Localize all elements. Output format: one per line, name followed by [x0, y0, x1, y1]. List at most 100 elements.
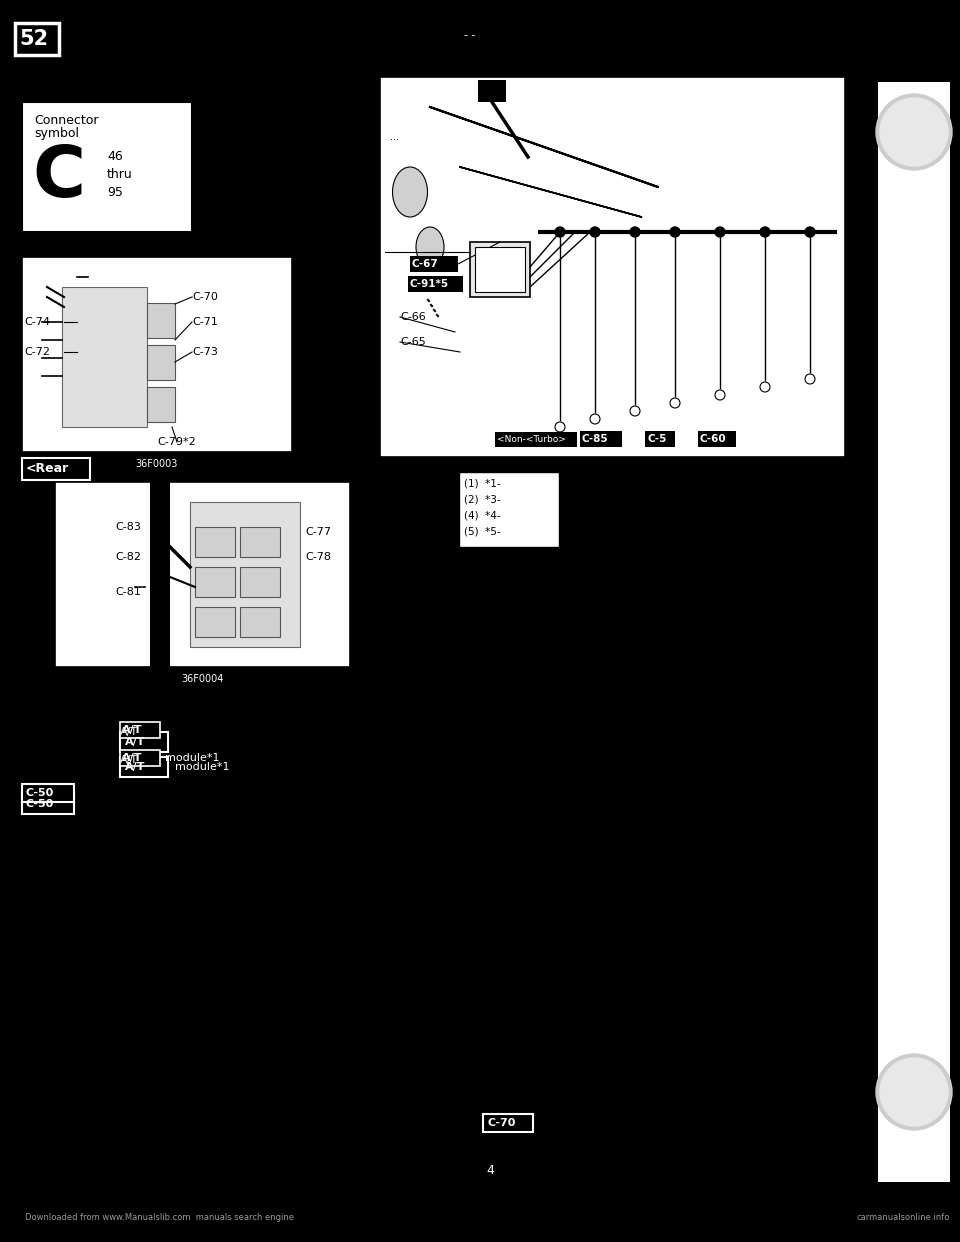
Text: C: C: [32, 143, 85, 211]
Bar: [483, 1114, 533, 1131]
Text: C-50: C-50: [26, 787, 55, 799]
Text: C-73: C-73: [192, 347, 218, 356]
Text: (2)  *3-: (2) *3-: [464, 496, 500, 505]
Circle shape: [555, 422, 565, 432]
Circle shape: [590, 414, 600, 424]
Circle shape: [715, 227, 725, 237]
Circle shape: [590, 227, 600, 237]
Text: carmanualsonline.info: carmanualsonline.info: [856, 1212, 950, 1221]
Text: C-79*2: C-79*2: [157, 437, 196, 447]
Circle shape: [805, 227, 815, 237]
Text: 36F0003: 36F0003: [135, 460, 179, 469]
Bar: [150, 472, 170, 677]
Text: module*1: module*1: [165, 753, 220, 763]
Circle shape: [670, 227, 680, 237]
Bar: [147, 303, 175, 338]
Bar: [22, 458, 90, 479]
Bar: [62, 287, 147, 427]
Bar: [478, 79, 506, 102]
Bar: [645, 431, 675, 447]
Circle shape: [630, 227, 640, 237]
Text: module*1: module*1: [175, 763, 229, 773]
Bar: [475, 247, 525, 292]
Circle shape: [670, 397, 680, 409]
Text: C-70: C-70: [192, 292, 218, 302]
Circle shape: [876, 1054, 952, 1130]
Text: C-78: C-78: [305, 551, 331, 561]
Text: A/T: A/T: [122, 753, 142, 763]
Circle shape: [715, 390, 725, 400]
Text: <Non-<Turbo>: <Non-<Turbo>: [497, 436, 565, 445]
Circle shape: [805, 374, 815, 384]
Text: - -: - -: [465, 30, 476, 40]
Bar: [147, 345, 175, 380]
Bar: [878, 82, 950, 1182]
Text: Connector: Connector: [34, 113, 99, 127]
Text: C-67: C-67: [412, 260, 439, 270]
Bar: [120, 758, 168, 777]
Text: 36F0004: 36F0004: [180, 674, 223, 684]
Bar: [195, 527, 235, 556]
Bar: [240, 607, 280, 637]
Ellipse shape: [416, 227, 444, 267]
Bar: [459, 472, 559, 546]
Circle shape: [630, 406, 640, 416]
Bar: [495, 432, 577, 447]
Bar: [22, 257, 292, 452]
Bar: [22, 784, 74, 802]
Text: A/T: A/T: [120, 755, 138, 765]
Bar: [0, 0, 960, 65]
Circle shape: [760, 383, 770, 392]
Text: symbol: symbol: [34, 128, 79, 140]
Ellipse shape: [393, 166, 427, 217]
Text: C-83: C-83: [115, 522, 141, 532]
Text: C-5: C-5: [647, 433, 666, 443]
Text: C-77: C-77: [305, 527, 331, 537]
Text: A/T: A/T: [125, 737, 146, 746]
Text: A/T: A/T: [120, 727, 138, 737]
Text: 5: 5: [482, 83, 492, 98]
Text: C-66: C-66: [400, 312, 425, 322]
Bar: [240, 568, 280, 597]
Text: A/T: A/T: [122, 725, 142, 735]
Text: 52: 52: [19, 29, 48, 48]
Text: C-81: C-81: [115, 587, 141, 597]
Text: C-85: C-85: [582, 433, 609, 443]
Bar: [240, 527, 280, 556]
Bar: [195, 568, 235, 597]
Bar: [410, 256, 458, 272]
Bar: [120, 732, 168, 751]
Bar: [147, 388, 175, 422]
Bar: [380, 77, 845, 457]
Text: A/T: A/T: [125, 763, 146, 773]
Bar: [408, 276, 463, 292]
Text: (5)  *5-: (5) *5-: [464, 527, 500, 537]
Text: C-65: C-65: [400, 337, 425, 347]
Bar: [55, 482, 350, 667]
Text: C-71: C-71: [192, 317, 218, 327]
Text: C-60: C-60: [700, 433, 727, 443]
Text: C-91*5: C-91*5: [410, 279, 449, 289]
Bar: [470, 242, 530, 297]
Text: <Rear: <Rear: [26, 462, 69, 476]
Text: (4)  *4-: (4) *4-: [464, 510, 500, 520]
Bar: [698, 431, 736, 447]
Bar: [580, 431, 622, 447]
Bar: [15, 24, 59, 55]
Text: C-70: C-70: [487, 1118, 516, 1128]
Bar: [22, 102, 192, 232]
Text: 95: 95: [107, 185, 123, 199]
Circle shape: [555, 227, 565, 237]
Text: 46: 46: [107, 150, 123, 164]
Text: 4: 4: [486, 1164, 494, 1176]
Circle shape: [880, 1058, 948, 1126]
Text: Downloaded from www.Manualslib.com  manuals search engine: Downloaded from www.Manualslib.com manua…: [25, 1212, 294, 1221]
Text: (1)  *1-: (1) *1-: [464, 479, 500, 489]
Bar: [120, 750, 160, 766]
Bar: [195, 607, 235, 637]
Bar: [120, 722, 160, 738]
Text: C-74: C-74: [24, 317, 50, 327]
Circle shape: [876, 94, 952, 170]
Text: thru: thru: [107, 169, 132, 181]
Bar: [190, 502, 300, 647]
